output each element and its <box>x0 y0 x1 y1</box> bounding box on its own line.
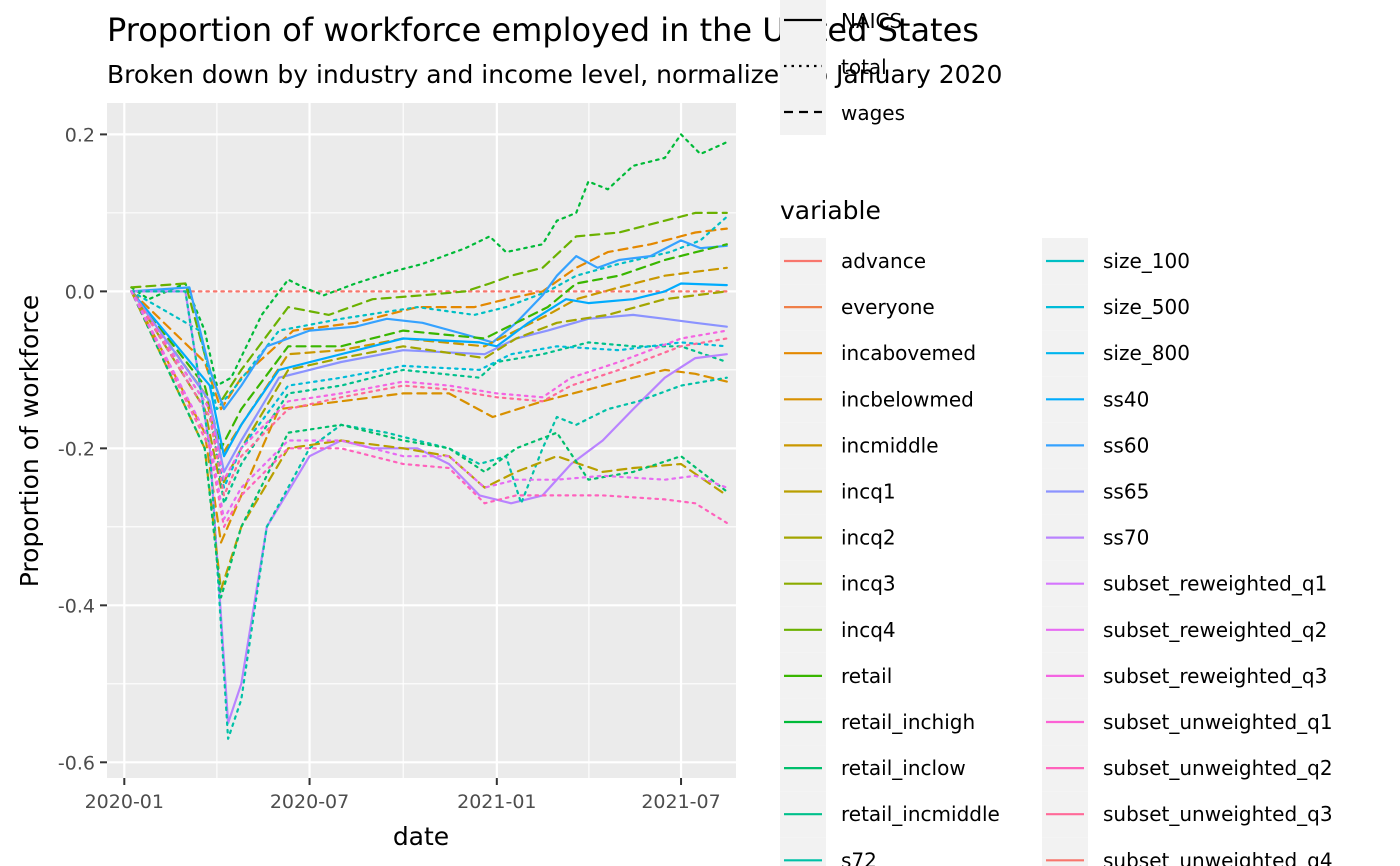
legend-label: ss65 <box>1103 480 1149 504</box>
legend-key <box>780 43 826 89</box>
legend-label: incq4 <box>841 618 896 642</box>
legend-label: ss40 <box>1103 387 1149 411</box>
series-line <box>130 290 728 489</box>
legend-label: incmiddle <box>841 433 939 457</box>
chart-subtitle: Broken down by industry and income level… <box>107 60 1002 89</box>
legend-label: subset_reweighted_q2 <box>1103 618 1327 642</box>
y-tick-label: -0.6 <box>58 752 95 774</box>
legend-label: retail_inchigh <box>841 710 975 734</box>
x-tick-label: 2021-07 <box>641 791 720 813</box>
legend-label: s72 <box>841 848 877 866</box>
legend-label: retail_inclow <box>841 756 966 780</box>
series-line <box>130 290 728 544</box>
legend-label: subset_unweighted_q2 <box>1103 756 1333 780</box>
legend-label: subset_unweighted_q4 <box>1103 848 1333 866</box>
legend-label: everyone <box>841 295 935 319</box>
x-tick-label: 2020-01 <box>85 791 164 813</box>
y-tick-label: 0.2 <box>65 124 95 146</box>
series-line <box>130 227 728 411</box>
legend-label: retail <box>841 664 892 688</box>
y-axis-title: Proportion of workforce <box>15 295 44 587</box>
legend-label: subset_unweighted_q3 <box>1103 802 1333 826</box>
legend-label: incbelowmed <box>841 387 974 411</box>
series-line <box>130 290 728 528</box>
color-legend: advance everyone incabovemed incbelowmed inc… <box>780 238 1333 866</box>
legend-label: subset_reweighted_q1 <box>1103 572 1327 596</box>
series-line <box>130 290 728 473</box>
legend-label: NAICS <box>841 9 902 33</box>
legend-label: subset_unweighted_q1 <box>1103 710 1333 734</box>
series-line <box>130 243 728 450</box>
series-line <box>130 290 728 740</box>
legend-label: wages <box>841 101 905 125</box>
linetype-legend: NAICS total wages <box>780 0 905 135</box>
x-axis: 2020-01 2020-07 2021-01 2021-07 <box>85 778 721 813</box>
series-line <box>130 133 728 387</box>
legend-label: retail_incmiddle <box>841 802 1000 826</box>
legend-key <box>780 0 826 43</box>
legend-label: size_500 <box>1103 295 1190 319</box>
x-tick-label: 2021-01 <box>457 791 536 813</box>
series-line <box>130 266 728 458</box>
y-axis: 0.2 0.0 -0.2 -0.4 -0.6 <box>58 124 107 774</box>
color-legend-title: variable <box>780 196 881 225</box>
legend-label: total <box>841 55 887 79</box>
legend-label: incq3 <box>841 572 896 596</box>
legend-key <box>780 837 826 866</box>
series-line <box>130 282 728 458</box>
legend-label: ss60 <box>1103 433 1149 457</box>
legend-label: subset_reweighted_q3 <box>1103 664 1327 688</box>
series-line <box>130 290 728 497</box>
series-lines <box>130 133 728 740</box>
series-line <box>130 290 728 481</box>
series-line <box>130 290 728 521</box>
legend-key <box>1042 837 1088 866</box>
series-line <box>130 290 728 599</box>
legend-label: size_100 <box>1103 249 1190 273</box>
legend-label: incabovemed <box>841 341 976 365</box>
legend-label: incq1 <box>841 480 896 504</box>
legend-label: advance <box>841 249 926 273</box>
chart-title: Proportion of workforce employed in the … <box>107 11 979 49</box>
y-tick-label: -0.4 <box>58 595 95 617</box>
y-tick-label: 0.0 <box>65 281 95 303</box>
legend-label: incq2 <box>841 526 896 550</box>
x-axis-title: date <box>393 822 449 851</box>
y-tick-label: -0.2 <box>58 438 95 460</box>
legend-label: size_800 <box>1103 341 1190 365</box>
legend-label: ss70 <box>1103 526 1149 550</box>
x-tick-label: 2020-07 <box>270 791 349 813</box>
series-line <box>130 290 728 505</box>
